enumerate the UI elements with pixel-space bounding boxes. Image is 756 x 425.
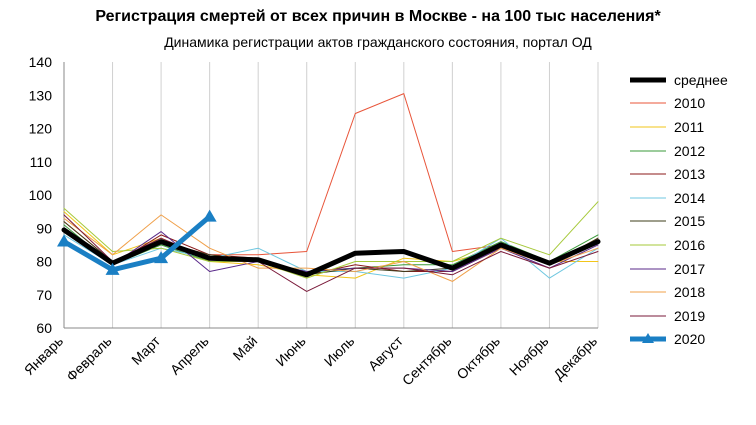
legend-swatch xyxy=(630,286,666,298)
x-tick-label: Февраль xyxy=(63,333,115,385)
legend-item: 2010 xyxy=(630,92,728,116)
x-tick-label: Май xyxy=(230,333,261,364)
legend-item: 2020 xyxy=(630,328,728,352)
x-tick-label: Январь xyxy=(21,333,66,378)
legend-label: 2014 xyxy=(674,189,706,206)
legend-item: 2017 xyxy=(630,257,728,281)
legend-label: 2020 xyxy=(674,331,706,348)
series-line-среднее xyxy=(61,227,601,278)
chart-title: Регистрация смертей от всех причин в Мос… xyxy=(95,8,661,25)
legend-swatch xyxy=(630,168,666,180)
x-tick-label: Сентябрь xyxy=(399,333,455,389)
legend-item: 2014 xyxy=(630,186,728,210)
series-line-2019 xyxy=(63,214,599,292)
legend-item: 2015 xyxy=(630,210,728,234)
legend-item: 2019 xyxy=(630,304,728,328)
legend-item: 2016 xyxy=(630,233,728,257)
chart-legend: среднее 2010 2011 2012 2013 2014 2015 2016 2017 2… xyxy=(630,68,728,351)
data-point-2020 xyxy=(105,262,120,275)
y-tick-label: 70 xyxy=(36,287,52,303)
legend-label: 2010 xyxy=(674,95,706,112)
data-point-2020 xyxy=(202,209,217,222)
chart-subtitle: Динамика регистрации актов гражданского … xyxy=(164,34,592,50)
legend-item: среднее xyxy=(630,68,728,92)
legend-label: 2012 xyxy=(674,142,706,159)
series-line-2020 xyxy=(61,214,213,273)
legend-swatch xyxy=(630,239,666,251)
x-tick-label: Июль xyxy=(321,333,358,370)
data-point-2020 xyxy=(154,251,169,264)
y-tick-label: 140 xyxy=(29,54,53,70)
legend-label: 2018 xyxy=(674,284,706,301)
x-tick-label: Март xyxy=(128,332,163,367)
legend-item: 2013 xyxy=(630,162,728,186)
legend-swatch xyxy=(630,121,666,133)
data-point-2020 xyxy=(57,234,71,247)
x-tick-label: Октябрь xyxy=(453,333,503,383)
legend-swatch xyxy=(630,310,666,322)
y-tick-label: 100 xyxy=(29,187,53,203)
legend-swatch xyxy=(630,74,666,86)
legend-item: 2011 xyxy=(630,115,728,139)
y-tick-label: 130 xyxy=(29,87,53,103)
legend-label: среднее xyxy=(674,71,728,88)
x-tick-label: Декабрь xyxy=(550,333,600,383)
legend-swatch xyxy=(630,215,666,227)
y-tick-label: 110 xyxy=(30,154,53,170)
legend-item: 2018 xyxy=(630,280,728,304)
x-tick-label: Август xyxy=(365,332,407,374)
series-line-2010 xyxy=(63,93,599,266)
legend-item: 2012 xyxy=(630,139,728,163)
legend-swatch xyxy=(630,192,666,204)
legend-label: 2011 xyxy=(674,118,705,135)
x-tick-label: Июнь xyxy=(272,333,308,369)
y-tick-label: 60 xyxy=(36,320,52,336)
legend-swatch xyxy=(630,333,666,345)
legend-label: 2013 xyxy=(674,166,706,183)
y-tick-label: 90 xyxy=(36,220,52,236)
x-tick-label: Апрель xyxy=(167,333,212,378)
series-line-2018 xyxy=(63,214,599,282)
y-tick-label: 120 xyxy=(29,121,53,137)
legend-label: 2019 xyxy=(674,307,706,324)
legend-swatch xyxy=(630,145,666,157)
legend-swatch xyxy=(630,97,666,109)
y-tick-label: 80 xyxy=(36,254,52,270)
legend-swatch xyxy=(630,263,666,275)
legend-label: 2016 xyxy=(674,236,706,253)
legend-label: 2017 xyxy=(674,260,706,277)
x-tick-label: Ноябрь xyxy=(506,333,552,379)
legend-label: 2015 xyxy=(674,213,706,230)
